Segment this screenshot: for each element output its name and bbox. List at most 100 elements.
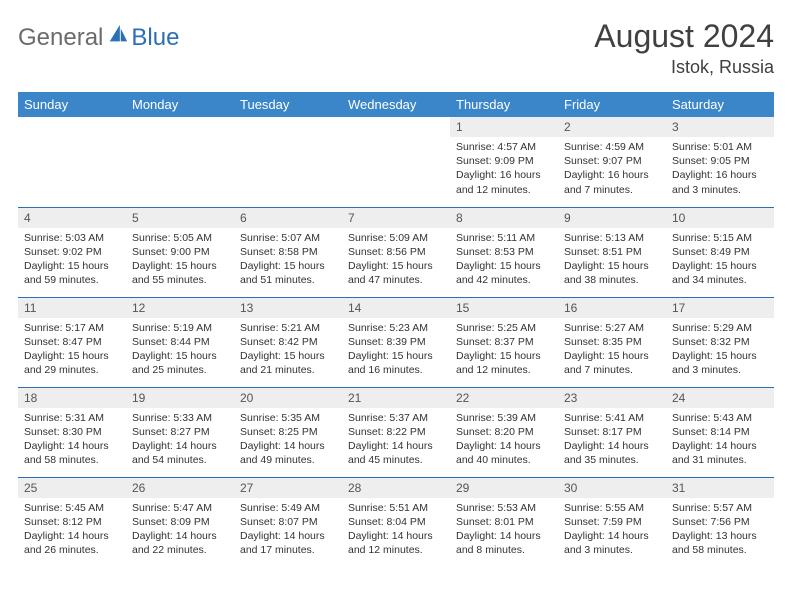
sunrise-text: Sunrise: 5:49 AM (240, 501, 336, 515)
day-details: Sunrise: 5:47 AMSunset: 8:09 PMDaylight:… (126, 498, 234, 562)
daylight-text: Daylight: 15 hours and 12 minutes. (456, 349, 552, 377)
logo-text-blue: Blue (131, 24, 179, 52)
sunrise-text: Sunrise: 5:07 AM (240, 231, 336, 245)
day-details: Sunrise: 5:21 AMSunset: 8:42 PMDaylight:… (234, 318, 342, 382)
day-number: 27 (234, 478, 342, 498)
day-number: 23 (558, 388, 666, 408)
calendar-day-cell: 24Sunrise: 5:43 AMSunset: 8:14 PMDayligh… (666, 387, 774, 477)
calendar-day-cell: 26Sunrise: 5:47 AMSunset: 8:09 PMDayligh… (126, 477, 234, 567)
calendar-day-cell: 6 Sunrise: 5:07 AMSunset: 8:58 PMDaylight… (234, 207, 342, 297)
calendar-day-cell: 13Sunrise: 5:21 AMSunset: 8:42 PMDayligh… (234, 297, 342, 387)
calendar-day-cell: 27Sunrise: 5:49 AMSunset: 8:07 PMDayligh… (234, 477, 342, 567)
sunrise-text: Sunrise: 5:01 AM (672, 140, 768, 154)
calendar-week-row: 25Sunrise: 5:45 AMSunset: 8:12 PMDayligh… (18, 477, 774, 567)
title-block: August 2024 Istok, Russia (594, 18, 774, 78)
day-details: Sunrise: 5:23 AMSunset: 8:39 PMDaylight:… (342, 318, 450, 382)
day-details: Sunrise: 5:53 AMSunset: 8:01 PMDaylight:… (450, 498, 558, 562)
day-details: Sunrise: 5:09 AMSunset: 8:56 PMDaylight:… (342, 228, 450, 292)
daylight-text: Daylight: 14 hours and 35 minutes. (564, 439, 660, 467)
calendar-day-cell: 1Sunrise: 4:57 AMSunset: 9:09 PMDaylight… (450, 117, 558, 207)
sunset-text: Sunset: 8:01 PM (456, 515, 552, 529)
sunset-text: Sunset: 8:32 PM (672, 335, 768, 349)
day-number: 31 (666, 478, 774, 498)
sunset-text: Sunset: 8:04 PM (348, 515, 444, 529)
day-details: Sunrise: 5:11 AMSunset: 8:53 PMDaylight:… (450, 228, 558, 292)
weekday-header: Thursday (450, 92, 558, 117)
sunrise-text: Sunrise: 5:15 AM (672, 231, 768, 245)
sunset-text: Sunset: 8:30 PM (24, 425, 120, 439)
sunset-text: Sunset: 9:02 PM (24, 245, 120, 259)
day-number: 16 (558, 298, 666, 318)
sunset-text: Sunset: 8:44 PM (132, 335, 228, 349)
sunset-text: Sunset: 8:25 PM (240, 425, 336, 439)
sunrise-text: Sunrise: 4:57 AM (456, 140, 552, 154)
daylight-text: Daylight: 14 hours and 49 minutes. (240, 439, 336, 467)
sunset-text: Sunset: 8:56 PM (348, 245, 444, 259)
sunset-text: Sunset: 8:53 PM (456, 245, 552, 259)
daylight-text: Daylight: 14 hours and 12 minutes. (348, 529, 444, 557)
sunrise-text: Sunrise: 5:03 AM (24, 231, 120, 245)
calendar-day-cell: 15Sunrise: 5:25 AMSunset: 8:37 PMDayligh… (450, 297, 558, 387)
daylight-text: Daylight: 14 hours and 8 minutes. (456, 529, 552, 557)
day-details: Sunrise: 5:27 AMSunset: 8:35 PMDaylight:… (558, 318, 666, 382)
calendar-day-cell: 31Sunrise: 5:57 AMSunset: 7:56 PMDayligh… (666, 477, 774, 567)
daylight-text: Daylight: 15 hours and 25 minutes. (132, 349, 228, 377)
sunrise-text: Sunrise: 4:59 AM (564, 140, 660, 154)
calendar-day-cell: 5Sunrise: 5:05 AMSunset: 9:00 PMDaylight… (126, 207, 234, 297)
sunrise-text: Sunrise: 5:17 AM (24, 321, 120, 335)
sunrise-text: Sunrise: 5:51 AM (348, 501, 444, 515)
day-details: Sunrise: 5:01 AMSunset: 9:05 PMDaylight:… (666, 137, 774, 201)
day-number: 24 (666, 388, 774, 408)
calendar-day-cell: 18Sunrise: 5:31 AMSunset: 8:30 PMDayligh… (18, 387, 126, 477)
daylight-text: Daylight: 15 hours and 38 minutes. (564, 259, 660, 287)
weekday-header-row: Sunday Monday Tuesday Wednesday Thursday… (18, 92, 774, 117)
day-details: Sunrise: 4:57 AMSunset: 9:09 PMDaylight:… (450, 137, 558, 201)
day-details: Sunrise: 5:35 AMSunset: 8:25 PMDaylight:… (234, 408, 342, 472)
day-number: 1 (450, 117, 558, 137)
day-number: 2 (558, 117, 666, 137)
daylight-text: Daylight: 15 hours and 29 minutes. (24, 349, 120, 377)
sunrise-text: Sunrise: 5:09 AM (348, 231, 444, 245)
calendar-day-cell: 16Sunrise: 5:27 AMSunset: 8:35 PMDayligh… (558, 297, 666, 387)
calendar-day-cell: 12 Sunrise: 5:19 AMSunset: 8:44 PMDayligh… (126, 297, 234, 387)
daylight-text: Daylight: 15 hours and 51 minutes. (240, 259, 336, 287)
sunrise-text: Sunrise: 5:41 AM (564, 411, 660, 425)
calendar-day-cell: 9Sunrise: 5:13 AMSunset: 8:51 PMDaylight… (558, 207, 666, 297)
day-number: 6 (234, 208, 342, 228)
daylight-text: Daylight: 14 hours and 26 minutes. (24, 529, 120, 557)
day-number: 13 (234, 298, 342, 318)
sunset-text: Sunset: 7:56 PM (672, 515, 768, 529)
sunset-text: Sunset: 9:05 PM (672, 154, 768, 168)
daylight-text: Daylight: 14 hours and 45 minutes. (348, 439, 444, 467)
logo: General Blue (18, 18, 179, 52)
calendar-week-row: 1Sunrise: 4:57 AMSunset: 9:09 PMDaylight… (18, 117, 774, 207)
location: Istok, Russia (594, 57, 774, 78)
sunset-text: Sunset: 8:47 PM (24, 335, 120, 349)
calendar-day-cell: 17Sunrise: 5:29 AMSunset: 8:32 PMDayligh… (666, 297, 774, 387)
sunrise-text: Sunrise: 5:19 AM (132, 321, 228, 335)
calendar-day-cell: 21Sunrise: 5:37 AMSunset: 8:22 PMDayligh… (342, 387, 450, 477)
day-number: 17 (666, 298, 774, 318)
day-details: Sunrise: 5:55 AMSunset: 7:59 PMDaylight:… (558, 498, 666, 562)
day-details: Sunrise: 5:43 AMSunset: 8:14 PMDaylight:… (666, 408, 774, 472)
day-details: Sunrise: 5:33 AMSunset: 8:27 PMDaylight:… (126, 408, 234, 472)
sunset-text: Sunset: 8:42 PM (240, 335, 336, 349)
sunset-text: Sunset: 8:12 PM (24, 515, 120, 529)
day-details: Sunrise: 5:31 AMSunset: 8:30 PMDaylight:… (18, 408, 126, 472)
calendar-day-cell: 3Sunrise: 5:01 AMSunset: 9:05 PMDaylight… (666, 117, 774, 207)
calendar-day-cell: 20Sunrise: 5:35 AMSunset: 8:25 PMDayligh… (234, 387, 342, 477)
daylight-text: Daylight: 15 hours and 3 minutes. (672, 349, 768, 377)
day-number: 21 (342, 388, 450, 408)
daylight-text: Daylight: 14 hours and 17 minutes. (240, 529, 336, 557)
calendar-table: Sunday Monday Tuesday Wednesday Thursday… (18, 92, 774, 567)
day-number: 19 (126, 388, 234, 408)
daylight-text: Daylight: 15 hours and 16 minutes. (348, 349, 444, 377)
sunset-text: Sunset: 8:58 PM (240, 245, 336, 259)
daylight-text: Daylight: 15 hours and 34 minutes. (672, 259, 768, 287)
day-number: 29 (450, 478, 558, 498)
sunrise-text: Sunrise: 5:39 AM (456, 411, 552, 425)
day-number: 22 (450, 388, 558, 408)
day-details: Sunrise: 5:17 AMSunset: 8:47 PMDaylight:… (18, 318, 126, 382)
sunrise-text: Sunrise: 5:43 AM (672, 411, 768, 425)
day-number: 12 (126, 298, 234, 318)
